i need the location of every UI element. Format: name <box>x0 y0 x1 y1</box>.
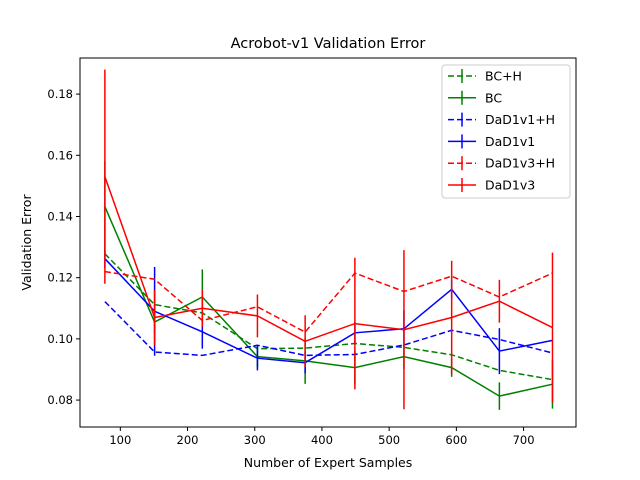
y-tick-label: 0.14 <box>47 209 73 223</box>
legend-label: BC+H <box>485 69 522 84</box>
x-axis: 100 200 300 400 500 600 700 <box>109 427 535 447</box>
legend: BC+H BC DaD1v1+H DaD1v1 DaD1v3+H DaD1v3 <box>441 64 571 199</box>
legend-entry: BC+H <box>448 69 522 84</box>
series-BC+H <box>104 253 553 381</box>
x-tick-label: 100 <box>109 433 131 447</box>
legend-entry: DaD1v1 <box>448 134 535 149</box>
series-DaD1v3+H <box>104 270 553 334</box>
y-axis-label: Validation Error <box>19 194 34 291</box>
y-tick-label: 0.08 <box>47 393 73 407</box>
legend-entry: DaD1v3 <box>448 178 535 193</box>
y-tick-label: 0.12 <box>47 271 73 285</box>
series-DaD1v3 <box>104 69 554 410</box>
legend-entry: DaD1v1+H <box>448 112 555 127</box>
x-axis-label: Number of Expert Samples <box>244 455 413 470</box>
series-line <box>104 301 553 357</box>
plot-frame <box>79 57 577 428</box>
x-tick-label: 300 <box>244 433 266 447</box>
y-tick-label: 0.10 <box>47 332 73 346</box>
legend-label: DaD1v1+H <box>485 112 555 127</box>
x-tick-label: 400 <box>311 433 333 447</box>
series-line <box>104 253 553 381</box>
y-axis: 0.08 0.10 0.12 0.14 0.16 0.18 <box>47 87 80 407</box>
legend-label: DaD1v3+H <box>485 156 555 171</box>
legend-label: BC <box>485 90 502 105</box>
legend-label: DaD1v3 <box>485 178 535 193</box>
x-tick-label: 500 <box>378 433 400 447</box>
series-line <box>104 176 553 343</box>
legend-entry: DaD1v3+H <box>448 156 555 171</box>
series-layer <box>104 69 554 410</box>
series-line <box>104 206 553 397</box>
series-line <box>104 270 553 334</box>
y-tick-label: 0.16 <box>47 148 73 162</box>
series-line <box>104 258 553 364</box>
x-tick-label: 700 <box>513 433 535 447</box>
x-tick-label: 200 <box>177 433 199 447</box>
x-tick-label: 600 <box>445 433 467 447</box>
legend-label: DaD1v1 <box>485 134 535 149</box>
chart-title: Acrobot-v1 Validation Error <box>231 36 426 52</box>
series-DaD1v1+H <box>104 301 553 357</box>
y-tick-label: 0.18 <box>47 87 73 101</box>
legend-entry: BC <box>448 90 502 105</box>
